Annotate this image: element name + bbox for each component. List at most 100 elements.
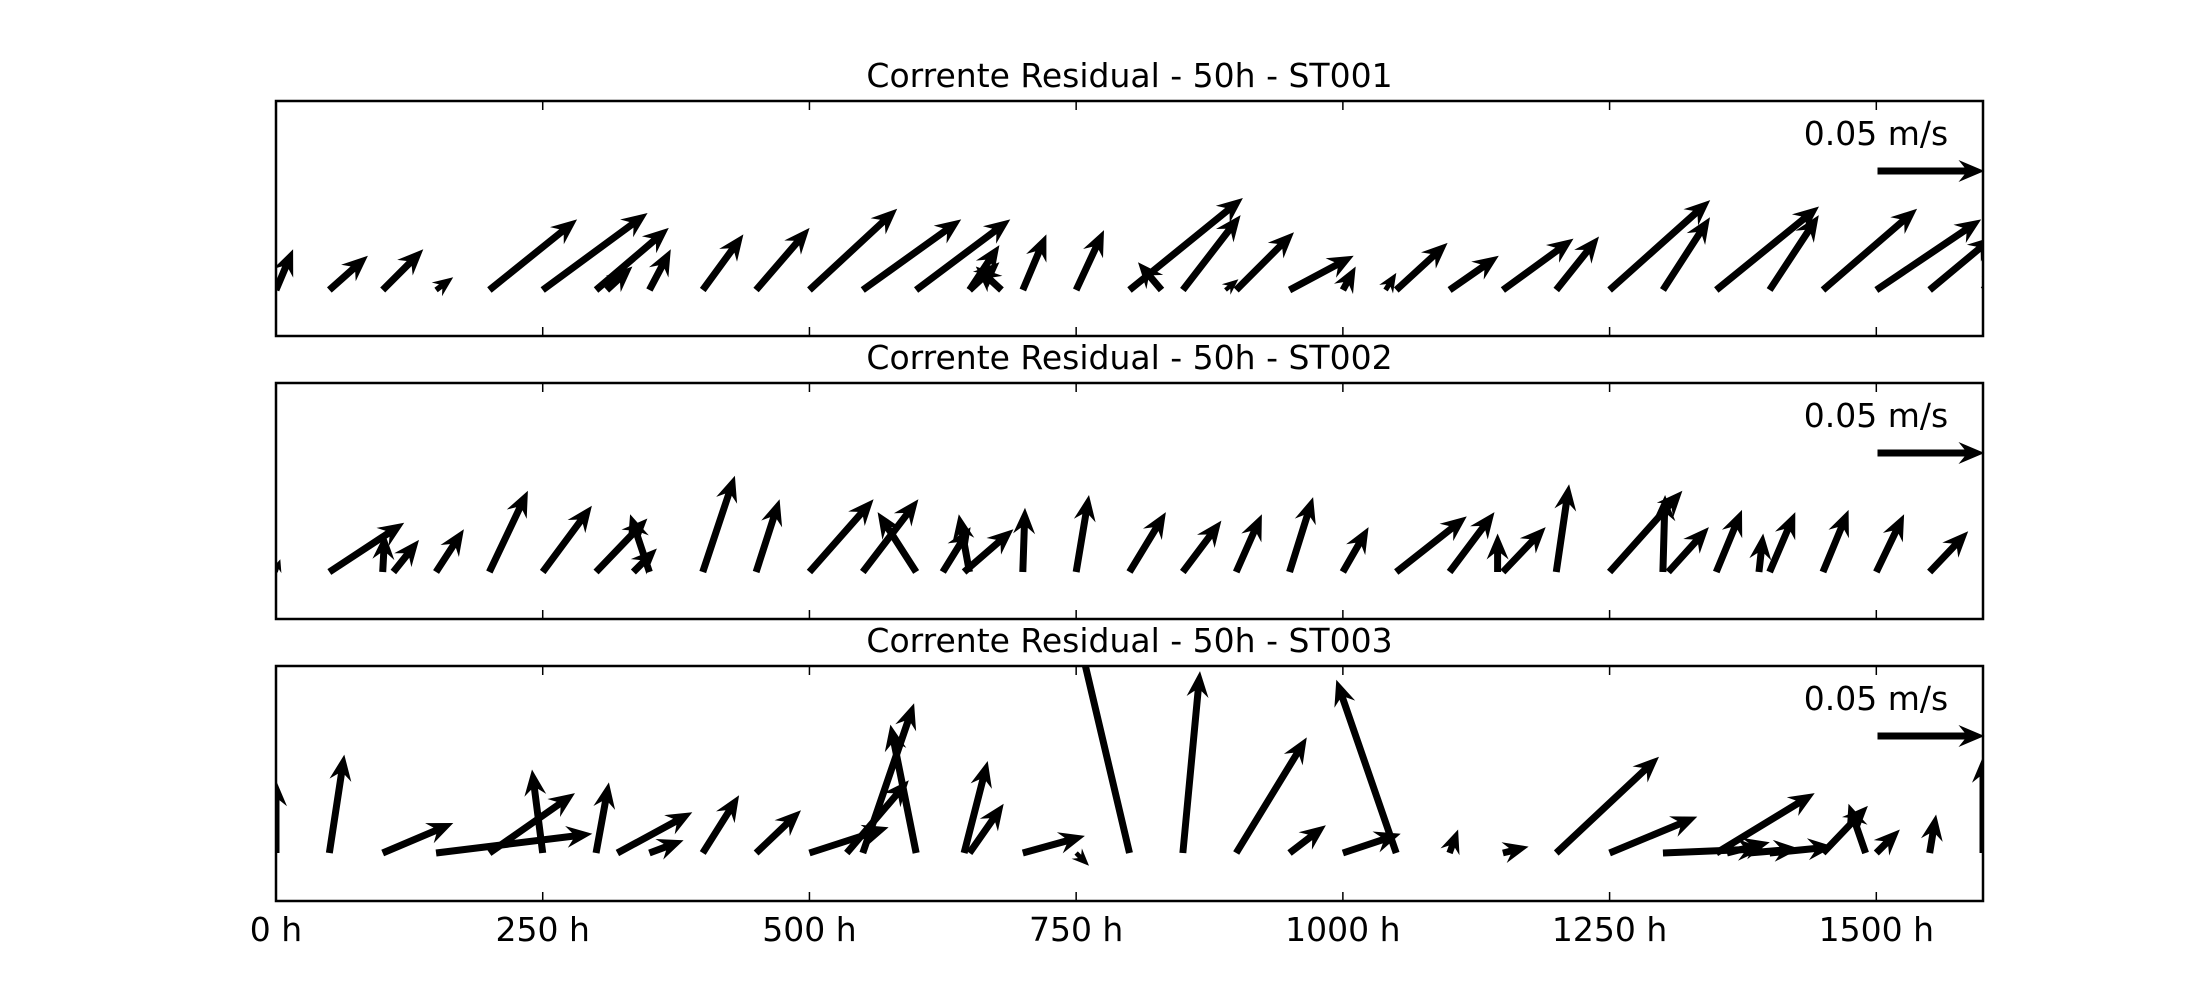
arrow-group xyxy=(276,666,1983,866)
quiver-arrow xyxy=(1874,219,1982,293)
quiver-arrow xyxy=(540,213,648,293)
quiver-arrow xyxy=(327,255,368,293)
quiver-arrow xyxy=(327,522,405,575)
quiver-arrow xyxy=(806,499,874,575)
quiver-arrow xyxy=(435,826,593,857)
quiver-panel-3: Corrente Residual - 50h - ST003 0.05 m/s 0… xyxy=(250,621,1985,949)
quiver-arrow xyxy=(1500,527,1546,575)
quiver-arrow xyxy=(372,533,395,573)
quiver-arrow xyxy=(1180,215,1241,293)
panel-title: Corrente Residual - 50h - ST001 xyxy=(866,56,1392,95)
quiver-arrow xyxy=(1714,206,1819,293)
quiver-panel-2: Corrente Residual - 50h - ST002 0.05 m/s xyxy=(274,338,1985,621)
quiver-arrow xyxy=(1126,512,1166,574)
quiver-arrow xyxy=(1748,839,1800,862)
quiver-arrow xyxy=(539,505,592,575)
quiver-arrow xyxy=(524,769,547,854)
quiver-arrow xyxy=(276,559,282,574)
quiver-arrow xyxy=(1138,262,1165,293)
x-tick-label: 0 h xyxy=(250,910,302,949)
quiver-arrow xyxy=(433,529,464,574)
quiver-arrow xyxy=(276,249,294,292)
quiver-arrow xyxy=(860,499,919,575)
quiver-arrow xyxy=(1714,793,1815,856)
axes-frame xyxy=(274,664,1985,903)
quiver-arrow xyxy=(1713,509,1743,574)
quiver-arrow xyxy=(1379,272,1397,294)
quiver-arrow xyxy=(1286,497,1316,573)
quiver-arrow xyxy=(1501,842,1529,863)
quiver-arrow xyxy=(380,249,424,293)
arrow-group xyxy=(276,198,1983,297)
quiver-arrow xyxy=(630,548,657,575)
quiver-key-arrow xyxy=(1877,160,1985,182)
quiver-arrow xyxy=(1927,239,1983,293)
quiver-arrow xyxy=(752,499,783,574)
quiver-arrow xyxy=(615,812,693,857)
quiver-arrow xyxy=(1233,232,1294,293)
quiver-arrow xyxy=(975,266,1004,293)
quiver-arrow xyxy=(1653,495,1676,573)
quiver-arrow xyxy=(1341,831,1401,857)
quiver-arrow xyxy=(390,539,419,575)
quiver-panel-1: Corrente Residual - 50h - ST001 0.05 m/s xyxy=(274,56,1985,338)
quiver-arrow xyxy=(1660,217,1710,292)
panel-title: Corrente Residual - 50h - ST003 xyxy=(866,621,1392,660)
quiver-arrow xyxy=(487,219,578,293)
x-tick-label: 1500 h xyxy=(1819,910,1934,949)
quiver-arrow xyxy=(1394,516,1467,575)
quiver-arrow xyxy=(961,529,1014,575)
quiver-arrow xyxy=(1334,679,1400,855)
quiver-arrow xyxy=(1500,238,1574,293)
quiver-arrow xyxy=(699,795,740,855)
quiver-arrow xyxy=(844,780,909,856)
quiver-arrow xyxy=(1072,495,1096,573)
quiver-arrow xyxy=(1287,255,1354,294)
quiver-arrow xyxy=(1013,507,1036,573)
quiver-arrow xyxy=(325,754,352,854)
quiver-arrow xyxy=(860,219,962,293)
quiver-arrow xyxy=(1980,276,1983,290)
quiver-arrow xyxy=(1446,512,1495,575)
quiver-arrow xyxy=(1662,838,1764,861)
quiver-arrow xyxy=(1071,848,1089,866)
axes-frame xyxy=(274,99,1985,338)
quiver-arrow xyxy=(1873,514,1905,574)
quiver-arrow xyxy=(1440,829,1460,856)
quiver-key-arrow xyxy=(1877,442,1985,464)
quiver-arrow xyxy=(1607,200,1711,293)
quiver-arrow xyxy=(276,780,287,853)
arrow-group xyxy=(276,475,1969,575)
x-tick-label: 1250 h xyxy=(1552,910,1667,949)
quiver-arrow xyxy=(604,266,633,293)
quiver-arrow xyxy=(646,249,671,292)
quiver-arrow xyxy=(1726,837,1770,860)
x-tick-label: 1000 h xyxy=(1285,910,1400,949)
quiver-arrow xyxy=(1927,531,1969,575)
quiver-arrow xyxy=(1972,756,1983,853)
quiver-arrow xyxy=(1820,208,1918,293)
quiver-arrow xyxy=(1665,527,1709,575)
quiver-arrow xyxy=(1447,255,1499,293)
quiver-arrow xyxy=(1921,814,1943,854)
x-tick-label: 750 h xyxy=(1029,910,1123,949)
quiver-arrow xyxy=(592,782,616,854)
quiver-arrow xyxy=(1334,266,1356,295)
quiver-arrow xyxy=(1180,520,1222,575)
quiver-arrow xyxy=(1486,533,1509,572)
quiver-arrow xyxy=(1607,490,1683,575)
quiver-arrow xyxy=(939,527,971,574)
quiver-arrow xyxy=(1393,242,1448,293)
quiver-arrow xyxy=(1233,737,1307,855)
quiver-arrow xyxy=(1766,215,1819,292)
quiver-arrow xyxy=(753,810,801,856)
quiver-arrow xyxy=(1766,512,1796,574)
quiver-arrow xyxy=(1553,756,1659,856)
quiver-arrow xyxy=(1179,671,1209,854)
quiver-key-label: 0.05 m/s xyxy=(1804,679,1948,718)
quiver-arrow xyxy=(699,234,744,293)
quiver-arrow xyxy=(1021,832,1085,857)
quiver-arrow xyxy=(431,277,454,297)
quiver-arrow xyxy=(1081,666,1133,854)
